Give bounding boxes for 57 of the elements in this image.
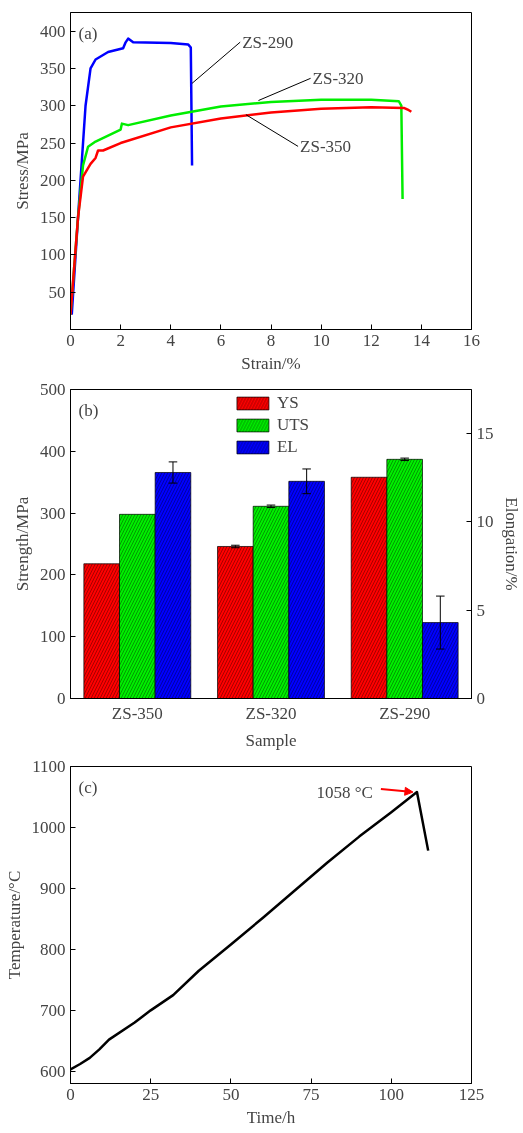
annotation: (c) [78,777,98,797]
y-axis-title: Stress/MPa [13,131,32,210]
x-tick-label: 50 [222,1084,240,1104]
y-tick-label: 300 [40,96,66,116]
y-tick-label: 200 [40,565,66,585]
annotation: (a) [78,23,98,43]
annotation: ZS-320 [312,68,364,88]
x-tick-label: 8 [266,330,276,350]
x-tick-label: 6 [216,330,226,350]
y2-tick-label: 0 [476,689,485,708]
y-axis-title: Temperature/°C [4,870,24,980]
x-tick-label: ZS-320 [245,703,297,723]
legend-label: UTS [276,415,310,435]
y-tick-label: 800 [40,939,66,959]
y-tick-label: 400 [40,21,66,41]
x-tick-label: 2 [116,330,125,350]
y-tick-label: 700 [40,1000,66,1020]
y-tick-label: 350 [40,58,66,78]
y-tick-label: 400 [40,441,66,461]
x-tick-label: ZS-350 [111,703,163,723]
annotation: (b) [78,400,99,420]
annotation: ZS-290 [242,32,294,52]
y-tick-label: 0 [57,689,66,708]
legend-label: YS [276,393,299,413]
x-tick-label: 125 [458,1084,485,1104]
y-tick-label: 300 [40,503,66,523]
x-tick-label: 75 [302,1084,320,1104]
y-tick-label: 900 [40,878,66,898]
x-tick-label: 4 [166,330,176,350]
y-tick-label: 1000 [31,817,66,837]
annotation: 1058 °C [316,782,373,802]
y-tick-label: 250 [40,133,66,153]
y-tick-label: 500 [40,380,66,399]
x-tick-label: ZS-290 [379,703,431,723]
y2-tick-label: 5 [476,600,485,620]
x-axis-title: Strain/% [241,353,301,373]
x-axis-title: Sample [245,730,297,750]
y-axis-title: Strength/MPa [13,496,32,592]
x-tick-label: 10 [312,330,330,350]
x-tick-label: 25 [142,1084,160,1104]
y2-tick-label: 15 [476,424,494,444]
x-tick-label: 12 [362,330,380,350]
x-tick-label: 100 [378,1084,405,1104]
x-tick-label: 14 [412,330,431,350]
x-axis-title: Time/h [246,1107,296,1127]
y-tick-label: 200 [40,170,66,190]
legend-label: EL [276,437,298,457]
y-tick-label: 100 [40,627,66,647]
x-tick-label: 16 [463,330,480,350]
y-tick-label: 150 [40,208,66,228]
y2-tick-label: 10 [476,512,494,532]
y-tick-label: 100 [40,245,66,265]
y-tick-label: 600 [40,1061,66,1081]
y-tick-label: 1100 [32,757,66,776]
annotation: ZS-350 [300,136,352,156]
y2-axis-title: Elongation/% [501,497,521,591]
y-tick-label: 50 [48,282,66,302]
